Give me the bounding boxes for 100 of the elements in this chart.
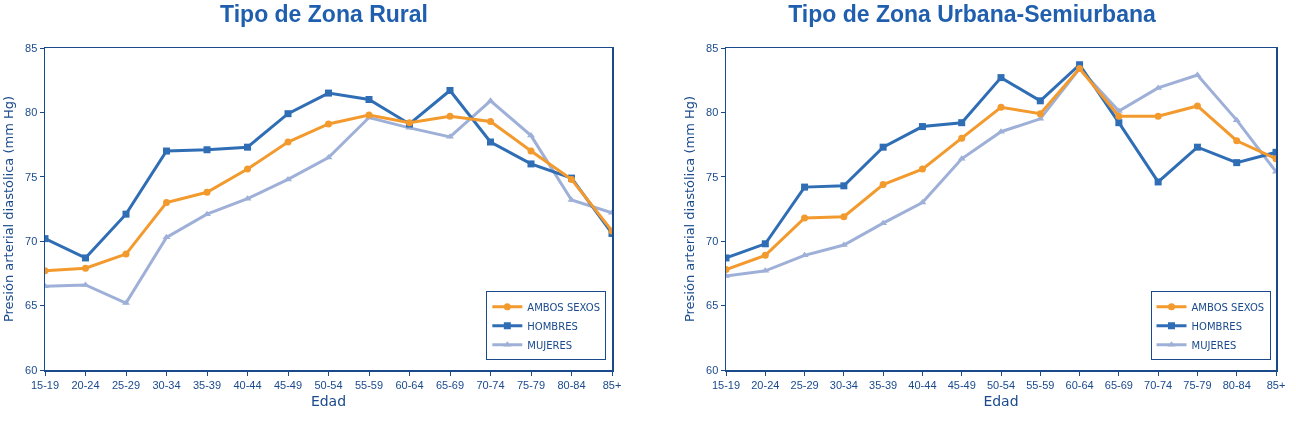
x-tick-label: 45-49 — [273, 378, 303, 391]
point — [1233, 159, 1241, 167]
x-tick-label: 65-69 — [1104, 378, 1133, 391]
point — [801, 214, 809, 222]
point — [244, 165, 251, 173]
y-tick-label: 80 — [706, 106, 719, 119]
point — [1193, 102, 1201, 110]
point — [244, 143, 251, 151]
chart-title: Tipo de Zona Rural — [220, 1, 428, 28]
x-axis-title: Edad — [310, 392, 347, 409]
point — [446, 87, 454, 94]
point — [324, 153, 333, 160]
point — [203, 146, 211, 154]
y-tick-label: 75 — [25, 170, 38, 183]
point — [1115, 119, 1123, 127]
x-tick-label: 55-59 — [1026, 378, 1055, 391]
point — [1233, 137, 1241, 145]
chart-title: Tipo de Zona Urbana-Semiurbana — [788, 1, 1157, 28]
y-tick-label: 70 — [706, 235, 719, 248]
point — [918, 165, 926, 173]
point — [162, 233, 171, 240]
x-tick-label: 85+ — [1266, 378, 1286, 391]
point — [958, 134, 966, 142]
point — [840, 213, 848, 221]
point — [761, 251, 769, 259]
x-tick-label: 20-24 — [751, 378, 780, 391]
point — [1154, 112, 1162, 120]
point — [82, 254, 89, 262]
point — [122, 250, 130, 258]
x-tick-label: 15-19 — [711, 378, 741, 391]
x-tick-label: 40-44 — [908, 378, 937, 391]
point — [487, 117, 494, 125]
legend-label: HOMBRES — [1191, 320, 1242, 332]
point — [325, 89, 332, 97]
y-tick-label: 70 — [25, 235, 38, 248]
x-tick-label: 70-74 — [476, 378, 505, 391]
legend-label: MUJERES — [1191, 339, 1237, 351]
point — [527, 147, 535, 155]
point — [1036, 97, 1044, 105]
x-tick-label: 80-84 — [557, 378, 586, 391]
x-tick-label: 75-79 — [1183, 378, 1212, 391]
x-tick-label: 35-39 — [192, 378, 222, 391]
x-tick-label: 75-79 — [516, 378, 546, 391]
x-tick-label: 50-54 — [314, 378, 343, 391]
x-tick-label: 30-34 — [829, 378, 858, 391]
point — [879, 181, 887, 189]
y-axis-title: Presión arterial diastólica (mm Hg) — [682, 95, 698, 323]
x-tick-label: 40-44 — [233, 378, 262, 391]
point — [997, 103, 1005, 111]
y-tick-label: 65 — [706, 299, 719, 312]
x-tick-label: 45-49 — [947, 378, 976, 391]
point — [1036, 110, 1044, 118]
point — [487, 138, 494, 146]
point — [163, 147, 170, 155]
x-tick-label: 55-59 — [354, 378, 384, 391]
x-tick-label: 20-24 — [71, 378, 100, 391]
y-tick-label: 85 — [25, 41, 38, 54]
x-tick-label: 60-64 — [1065, 378, 1094, 391]
y-tick-label: 60 — [25, 363, 38, 376]
legend-label: AMBOS SEXOS — [1191, 301, 1265, 313]
point — [1193, 143, 1201, 151]
y-tick-label: 75 — [706, 170, 719, 183]
point — [446, 112, 454, 120]
point — [365, 96, 373, 104]
point — [918, 123, 926, 131]
x-tick-label: 85+ — [602, 378, 622, 391]
x-tick-label: 50-54 — [986, 378, 1016, 391]
legend-label: AMBOS SEXOS — [527, 301, 600, 313]
point — [527, 160, 535, 168]
point — [284, 110, 292, 118]
y-tick-label: 85 — [706, 41, 719, 54]
x-tick-label: 80-84 — [1222, 378, 1251, 391]
legend-label: MUJERES — [527, 339, 573, 351]
x-tick-label: 25-29 — [111, 378, 141, 391]
point — [163, 199, 170, 207]
y-axis-title: Presión arterial diastólica (mm Hg) — [1, 95, 17, 323]
point — [879, 143, 887, 151]
point — [997, 74, 1005, 82]
x-tick-label: 15-19 — [30, 378, 60, 391]
legend-label: HOMBRES — [527, 320, 578, 332]
point — [325, 120, 332, 128]
x-tick-label: 35-39 — [869, 378, 898, 391]
point — [122, 210, 130, 218]
x-tick-label: 30-34 — [152, 378, 181, 391]
point — [82, 264, 89, 272]
point — [958, 119, 966, 127]
point — [840, 182, 848, 190]
x-tick-label: 70-74 — [1144, 378, 1173, 391]
y-tick-label: 80 — [25, 106, 38, 119]
x-axis-title: Edad — [983, 392, 1019, 409]
point — [1115, 112, 1123, 120]
point — [761, 240, 769, 248]
point — [801, 183, 809, 191]
point — [203, 188, 211, 196]
line-series — [45, 111, 612, 275]
x-tick-label: 60-64 — [395, 378, 424, 391]
y-tick-label: 60 — [706, 363, 719, 376]
point — [1154, 178, 1162, 186]
x-tick-label: 65-69 — [435, 378, 465, 391]
x-tick-label: 25-29 — [790, 378, 819, 391]
